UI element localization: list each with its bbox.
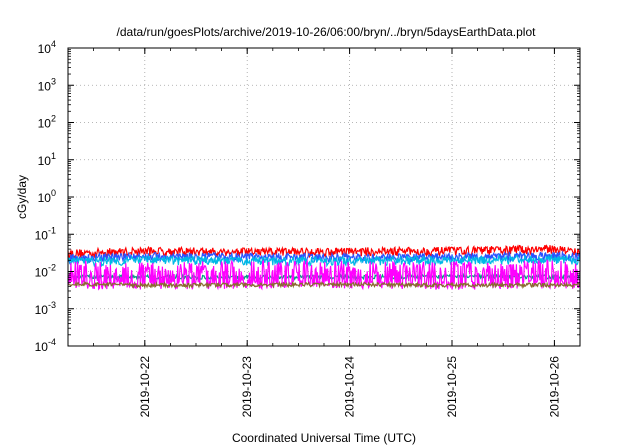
x-axis-title: Coordinated Universal Time (UTC) bbox=[232, 431, 416, 445]
y-tick-label: 100 bbox=[38, 188, 56, 205]
x-tick-label: 2019-10-24 bbox=[343, 356, 357, 418]
x-tick-label: 2019-10-23 bbox=[240, 356, 254, 418]
series-line-2 bbox=[67, 249, 581, 265]
y-tick-label: 102 bbox=[38, 114, 56, 131]
y-tick-label: 101 bbox=[38, 151, 56, 168]
x-tick-label: 2019-10-25 bbox=[445, 356, 459, 418]
y-tick-label: 10-3 bbox=[35, 300, 56, 317]
data-layer bbox=[67, 244, 581, 291]
series-line-3 bbox=[67, 253, 581, 268]
y-tick-label: 10-1 bbox=[35, 225, 56, 242]
plot-frame bbox=[67, 47, 581, 347]
grid-layer bbox=[68, 48, 580, 346]
y-axis-title: cGy/day bbox=[15, 175, 29, 219]
series-line-6 bbox=[67, 280, 581, 290]
y-tick-label: 104 bbox=[38, 39, 56, 56]
y-tick-label: 103 bbox=[38, 76, 56, 93]
tick-label-layer: 104 103 102 101 100 10-1 10-2 10-3 10-4 2019-10-2… bbox=[35, 39, 562, 417]
x-tick-label: 2019-10-26 bbox=[547, 356, 561, 418]
x-tick-label: 2019-10-22 bbox=[138, 356, 152, 418]
chart-title: /data/run/goesPlots/archive/2019-10-26/0… bbox=[117, 25, 537, 39]
y-tick-label: 10-4 bbox=[35, 337, 56, 354]
y-tick-label: 10-2 bbox=[35, 263, 56, 280]
axis-layer bbox=[67, 47, 581, 347]
